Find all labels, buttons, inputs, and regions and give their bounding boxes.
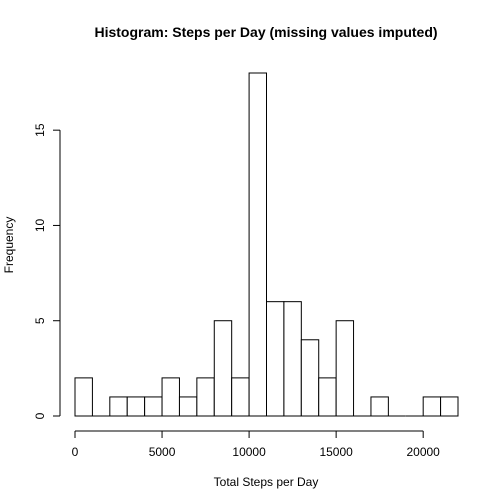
histogram-bar: [109, 396, 128, 417]
y-tick-label: 15: [33, 123, 47, 137]
x-tick-label: 20000: [406, 445, 440, 459]
x-axis: 0 5000 10000 15000 20000: [72, 430, 440, 459]
histogram-bar: [318, 377, 337, 417]
histogram-bar: [74, 377, 93, 417]
y-axis: 0 5 10 15: [33, 123, 61, 419]
histogram-bar: [370, 396, 389, 417]
x-tick-label: 10000: [232, 445, 266, 459]
histogram-bar: [126, 396, 146, 417]
x-tick-label: 0: [72, 445, 79, 459]
histogram-bar: [283, 301, 302, 417]
histogram-bar: [213, 320, 233, 417]
y-tick-label: 0: [33, 412, 47, 419]
histogram-bar: [266, 301, 285, 417]
x-axis-label: Total Steps per Day: [214, 475, 319, 489]
histogram-bar: [161, 377, 180, 417]
y-tick-label: 5: [33, 317, 47, 324]
histogram-bar: [248, 72, 268, 417]
y-tick-label: 10: [33, 218, 47, 232]
histogram-bar: [231, 377, 250, 417]
x-tick-label: 15000: [319, 445, 353, 459]
histogram-bar: [440, 396, 459, 417]
chart-title: Histogram: Steps per Day (missing values…: [94, 24, 437, 40]
x-tick-label: 5000: [149, 445, 176, 459]
histogram-bar: [144, 396, 163, 417]
histogram-bar: [422, 396, 442, 417]
histogram-bar: [300, 339, 320, 417]
histogram-bar: [196, 377, 215, 417]
bars-group: [74, 72, 459, 417]
y-axis-label: Frequency: [2, 217, 16, 274]
histogram-bar: [178, 396, 198, 417]
histogram-bar: [335, 320, 355, 417]
